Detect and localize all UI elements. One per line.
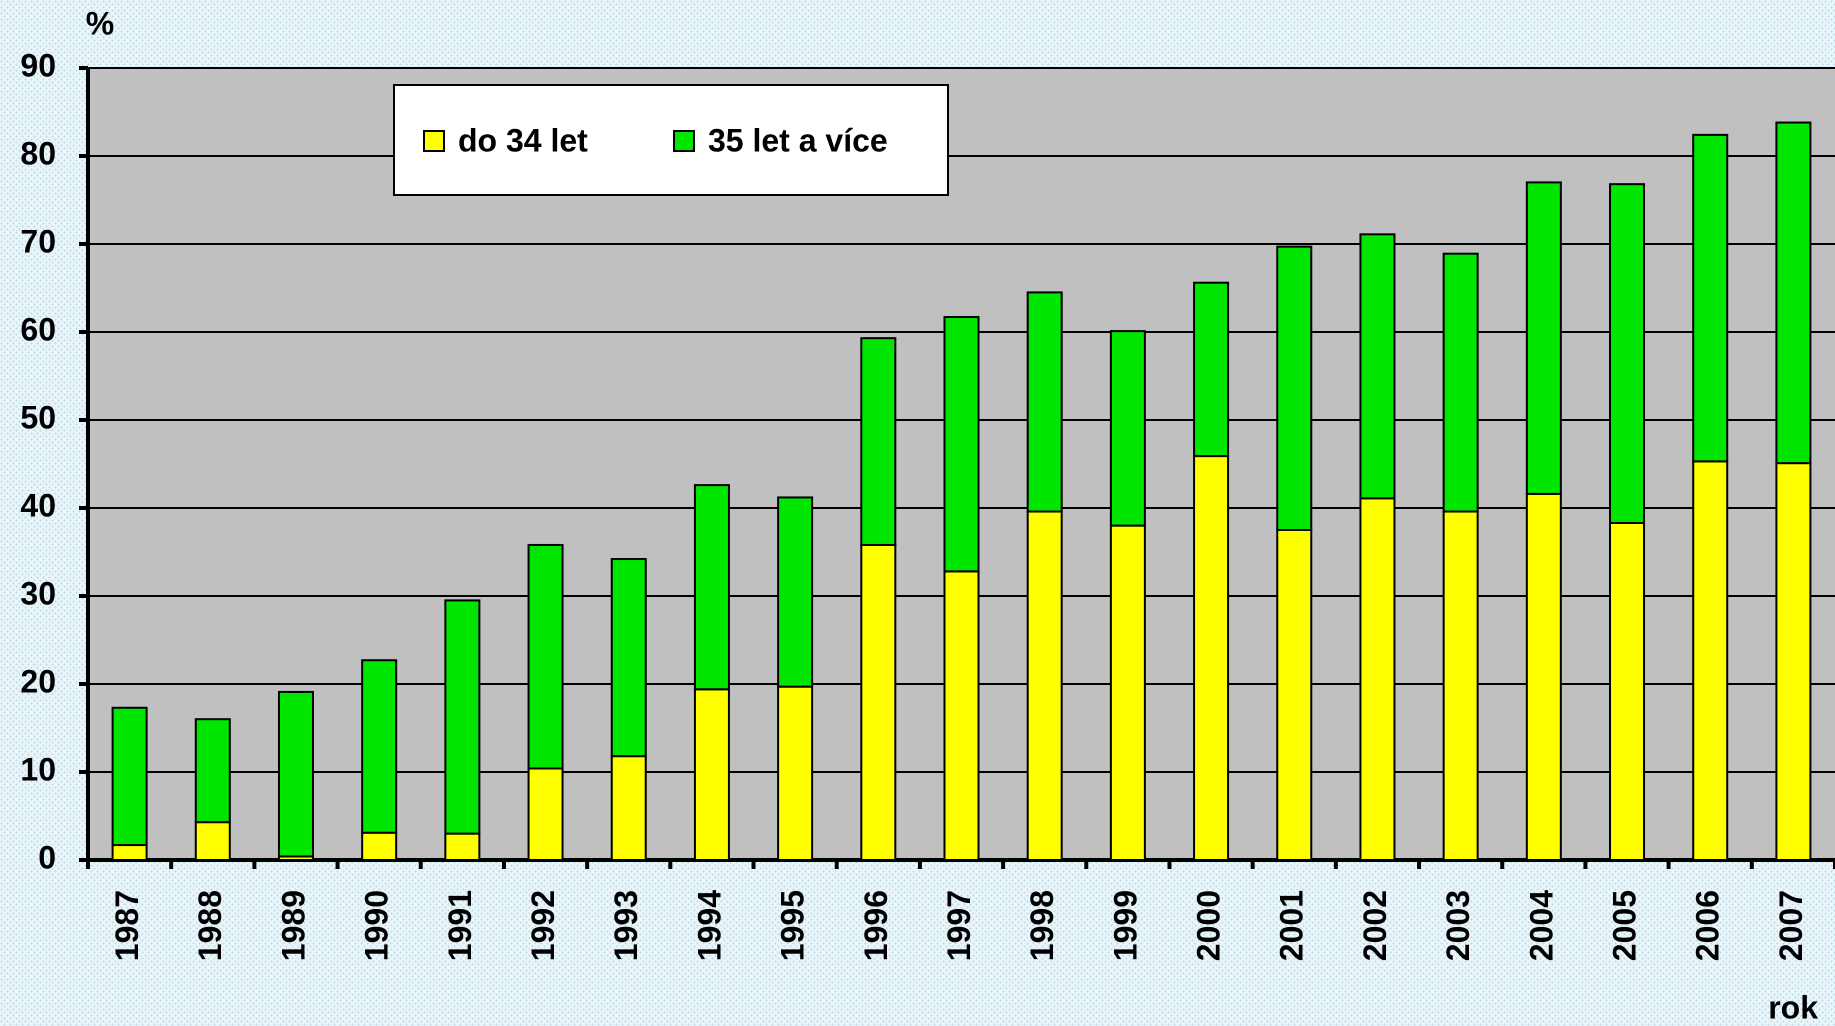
bar-segment [527,767,564,861]
bar-segment [111,706,148,847]
bar-segment [277,690,314,858]
x-tick-label: 1987 [109,890,145,961]
bar-segment [777,496,814,688]
bar-segment [1609,183,1646,524]
y-tick-label: 80 [20,135,56,171]
x-axis-label: rok [1768,989,1818,1025]
bar-segment [1775,462,1812,861]
x-tick-label: 2007 [1773,890,1809,961]
bar-segment [361,659,398,834]
bar-segment [1525,492,1562,861]
bar-segment [1109,524,1146,861]
x-tick-label: 1996 [858,890,894,961]
bar-segment [444,599,481,835]
x-tick-label: 1993 [608,890,644,961]
y-tick-label: 0 [38,839,56,875]
bar-segment [1442,510,1479,861]
bar-segment [1026,510,1063,861]
x-tick-label: 1995 [775,890,811,961]
x-tick-label: 2004 [1523,890,1559,961]
y-axis-label: % [86,5,114,41]
y-tick-label: 60 [20,311,56,347]
bar-segment [860,543,897,862]
legend-box [393,84,949,196]
bar-segment [943,570,980,861]
x-tick-label: 2003 [1440,890,1476,961]
bar-segment [1109,330,1146,527]
bar-segment [444,832,481,861]
x-tick-label: 1997 [941,890,977,961]
legend-swatch [423,130,445,152]
y-tick-label: 90 [20,47,56,83]
bar-segment [860,337,897,546]
x-tick-label: 1994 [691,890,727,961]
x-tick-label: 2006 [1690,890,1726,961]
bar-segment [693,688,730,862]
x-tick-label: 1988 [192,890,228,961]
bar-segment [111,844,148,861]
bar-segment [777,685,814,862]
x-tick-label: 1992 [525,890,561,961]
y-tick-label: 40 [20,487,56,523]
bar-segment [1775,121,1812,465]
x-tick-label: 1991 [442,890,478,961]
bar-segment [1193,455,1230,861]
legend-label: do 34 let [458,122,588,158]
bar-segment [1359,233,1396,500]
bar-segment [1276,245,1313,531]
y-tick-label: 30 [20,575,56,611]
bar-segment [943,316,980,573]
bar-segment [194,718,231,824]
bar-segment [194,821,231,861]
y-tick-label: 10 [20,751,56,787]
bar-segment [1026,291,1063,513]
y-tick-label: 50 [20,399,56,435]
bar-segment [1359,497,1396,861]
bar-segment [610,558,647,758]
bar-segment [1609,521,1646,862]
bar-segment [527,543,564,770]
x-tick-label: 1990 [359,890,395,961]
x-tick-label: 2002 [1357,890,1393,961]
x-tick-label: 1999 [1107,890,1143,961]
x-tick-label: 2000 [1191,890,1227,961]
x-tick-label: 2001 [1274,890,1310,961]
bar-segment [1692,133,1729,463]
bar-segment [1276,529,1313,861]
bar-segment [610,755,647,861]
bar-segment [1193,281,1230,458]
bar-segment [693,484,730,691]
x-tick-label: 1998 [1024,890,1060,961]
bar-segment [1525,181,1562,495]
y-tick-label: 20 [20,663,56,699]
bar-segment [361,831,398,861]
bar-segment [1692,460,1729,861]
y-tick-label: 70 [20,223,56,259]
legend-swatch [673,130,695,152]
bar-segment [1442,252,1479,513]
x-tick-label: 1989 [275,890,311,961]
x-tick-label: 2005 [1606,890,1642,961]
legend-label: 35 let a více [708,122,888,158]
